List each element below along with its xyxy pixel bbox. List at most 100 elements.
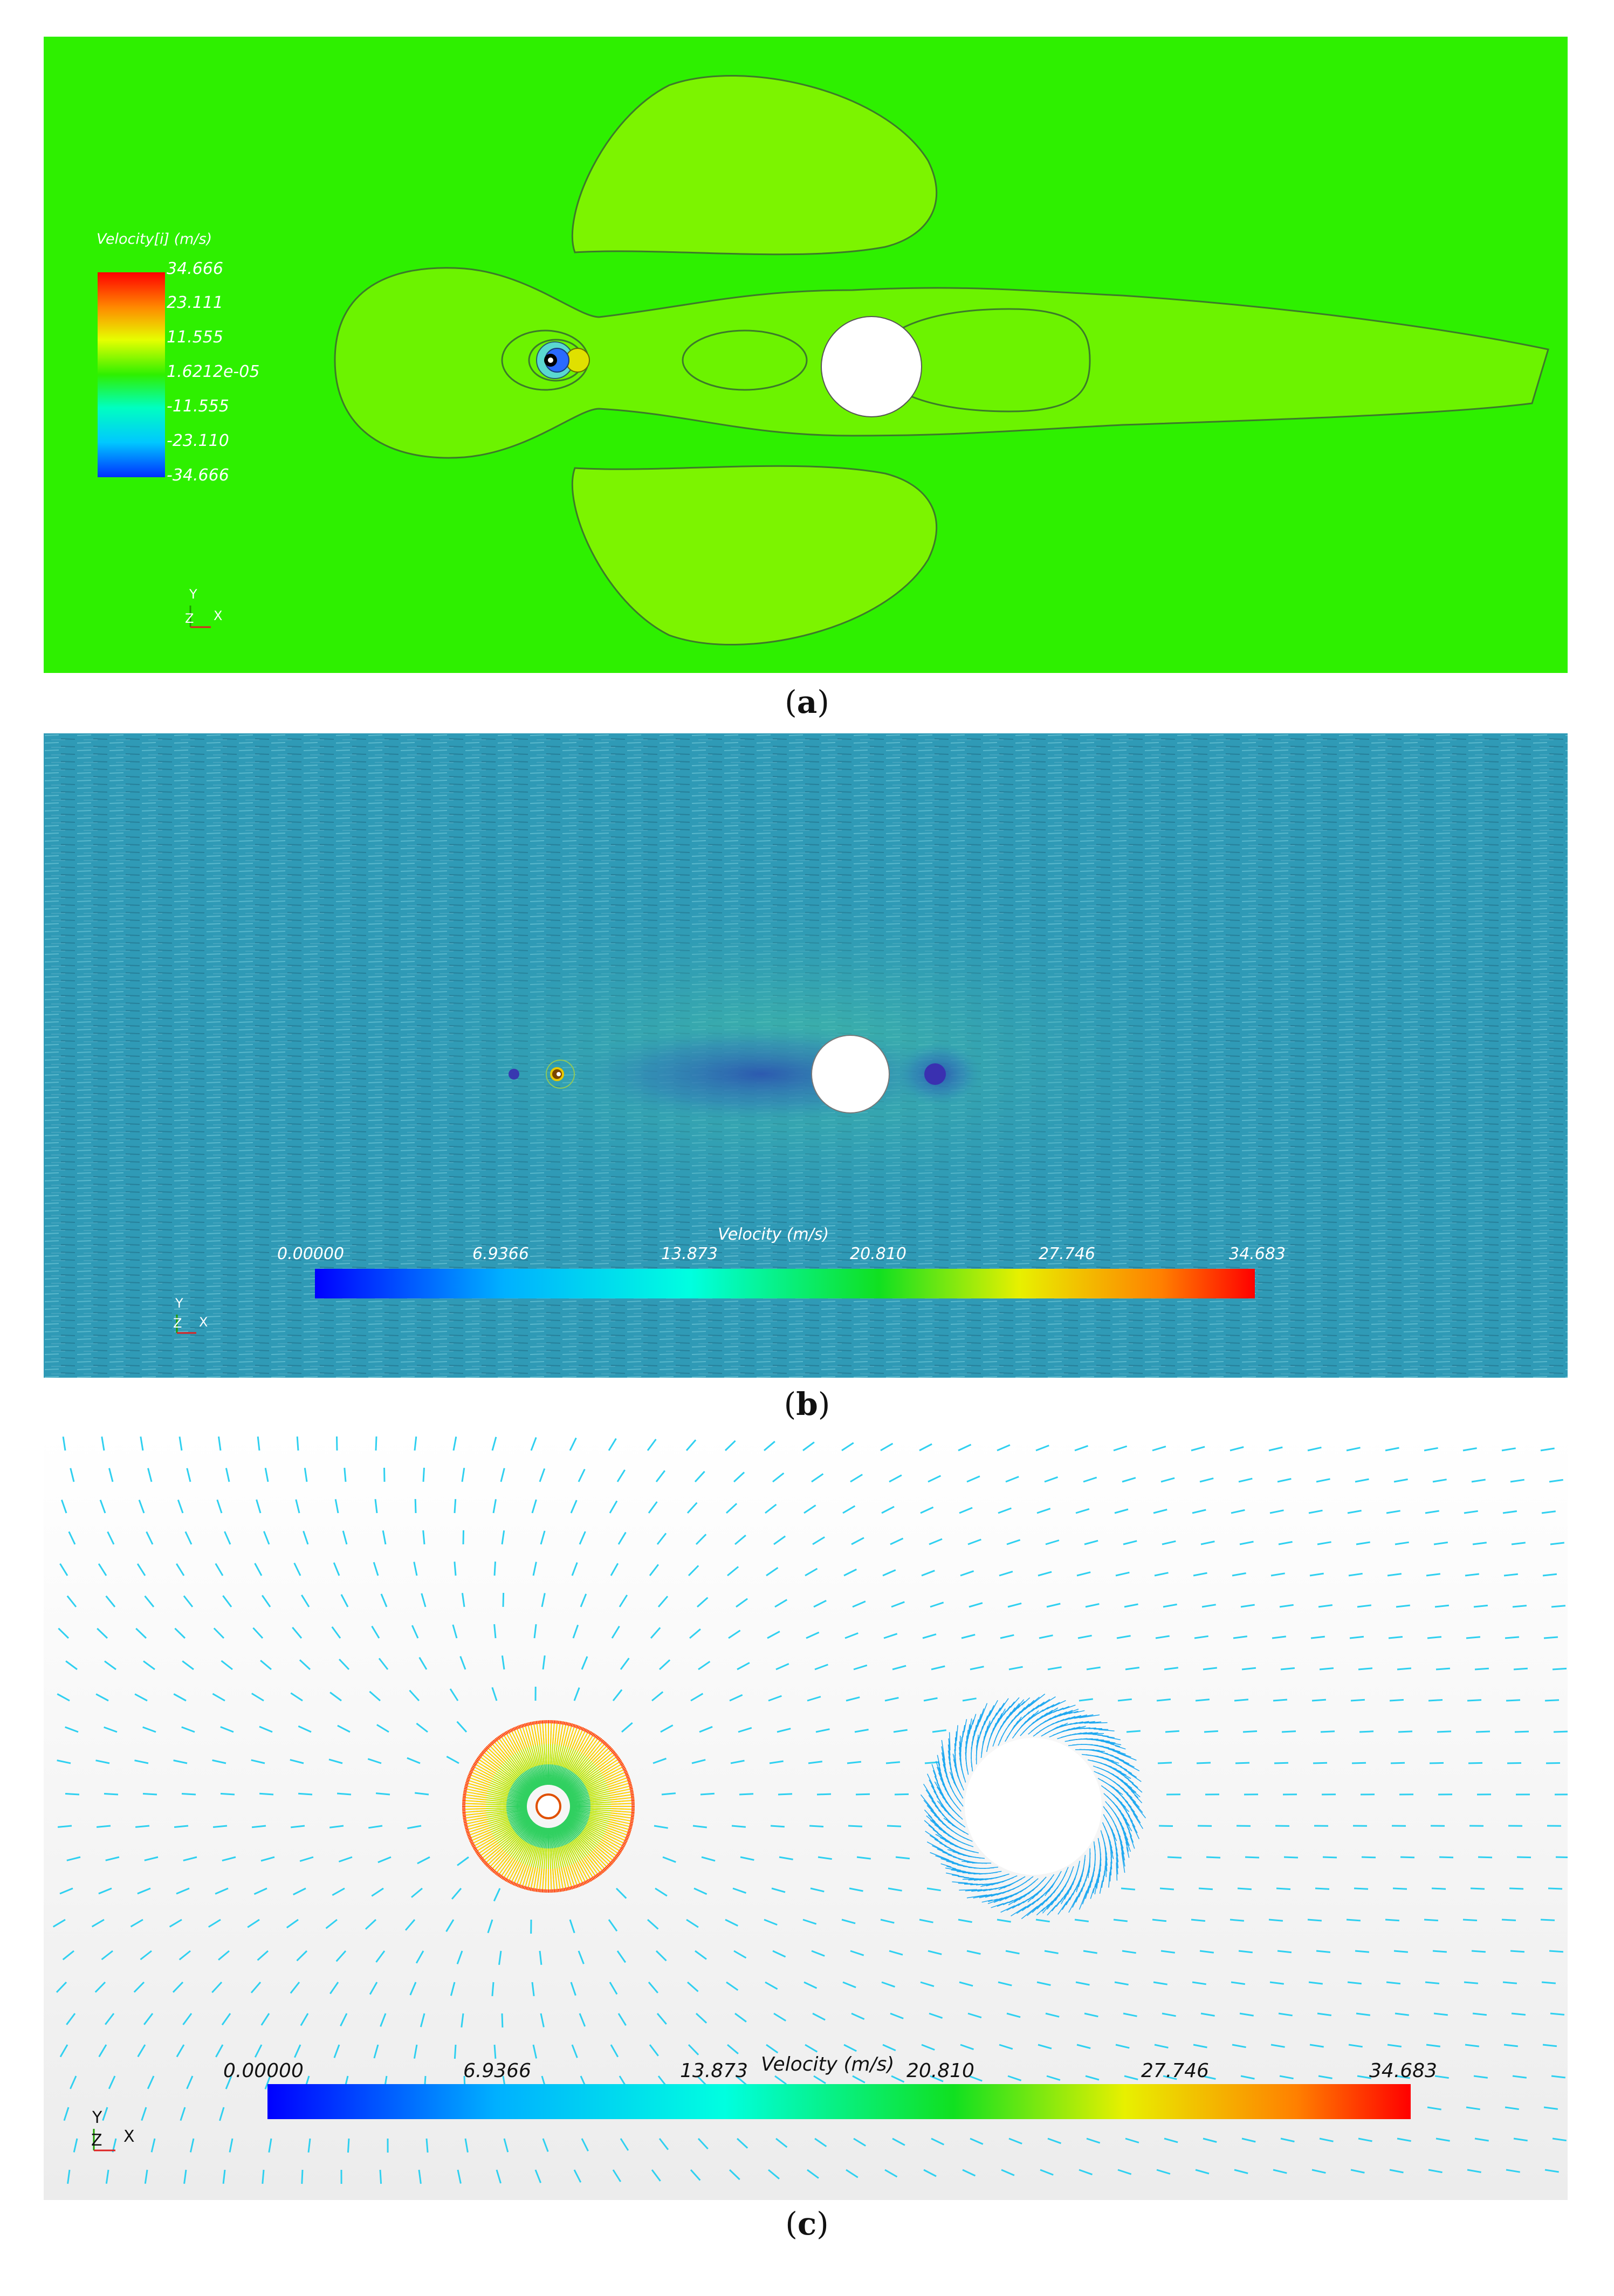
velocity-vector (298, 1792, 313, 1796)
velocity-vector (454, 1561, 457, 1576)
velocity-vector (494, 1871, 498, 1875)
velocity-vector (499, 1734, 503, 1738)
velocity-vector (373, 2044, 379, 2059)
velocity-vector (816, 1793, 832, 1796)
velocity-vector (853, 2137, 866, 2147)
velocity-vector (533, 1721, 535, 1725)
velocity-vector (215, 1887, 229, 1895)
velocity-vector (985, 1892, 1002, 1898)
y-axis-label: Y (175, 1296, 183, 1311)
velocity-vector (1159, 1887, 1175, 1891)
velocity-vector (491, 1436, 497, 1451)
velocity-vector (1016, 1903, 1031, 1914)
velocity-vector (464, 1788, 487, 1794)
velocity-vector (1005, 1476, 1019, 1483)
velocity-vector (380, 2013, 387, 2027)
velocity-vector (540, 2013, 545, 2027)
velocity-vector (1308, 1981, 1323, 1985)
velocity-vector (506, 1730, 509, 1734)
velocity-vector (1130, 1809, 1141, 1824)
velocity-vector (250, 1982, 262, 1993)
velocity-vector (463, 1795, 466, 1797)
velocity-vector (1162, 1540, 1176, 1545)
velocity-vector (1346, 1919, 1361, 1922)
velocity-vector (1130, 1836, 1135, 1849)
velocity-vector (617, 1757, 621, 1761)
velocity-vector (624, 1772, 628, 1775)
velocity-vector (493, 1871, 497, 1874)
velocity-vector (1035, 1445, 1049, 1452)
velocity-vector (1385, 1919, 1399, 1922)
velocity-vector (541, 1593, 546, 1607)
velocity-vector (503, 1877, 506, 1881)
velocity-vector (183, 2169, 187, 2184)
velocity-vector (1317, 2012, 1332, 2016)
velocity-vector (1281, 1730, 1296, 1733)
velocity-vector (301, 1594, 310, 1607)
velocity-vector (108, 1468, 114, 1482)
velocity-vector (505, 1731, 507, 1735)
velocity-vector (987, 1896, 1008, 1905)
velocity-vector (531, 1982, 535, 1996)
velocity-vector (1021, 1697, 1031, 1706)
velocity-vector (503, 1732, 506, 1736)
velocity-vector (492, 1740, 509, 1759)
velocity-vector (605, 1866, 608, 1870)
velocity-vector (189, 2138, 195, 2153)
velocity-vector (700, 1792, 715, 1796)
velocity-vector (1006, 2012, 1021, 2018)
velocity-vector (654, 1825, 668, 1829)
velocity-vector (476, 1757, 480, 1761)
velocity-vector (1502, 1510, 1517, 1514)
velocity-vector (614, 1754, 618, 1757)
velocity-vector (335, 1950, 347, 1962)
velocity-vector (517, 1726, 519, 1729)
velocity-vector (600, 1739, 603, 1742)
velocity-vector (612, 1689, 623, 1701)
velocity-vector (590, 1877, 594, 1881)
velocity-vector (486, 1864, 489, 1867)
velocity-vector (533, 1868, 538, 1892)
velocity-vector (842, 1981, 856, 1989)
velocity-vector (1191, 1446, 1205, 1452)
velocity-vector (1512, 1605, 1527, 1608)
velocity-vector (181, 1793, 196, 1796)
x-axis-label: X (123, 2127, 135, 2146)
velocity-vector (470, 1841, 473, 1844)
velocity-vector (102, 2107, 108, 2121)
velocity-vector (215, 1563, 224, 1576)
velocity-vector (695, 2012, 708, 2024)
velocity-vector (621, 1765, 625, 1768)
velocity-vector (1203, 2137, 1217, 2143)
velocity-vector (379, 2169, 382, 2184)
velocity-vector (937, 1848, 952, 1856)
velocity-vector (1075, 1887, 1083, 1903)
velocity-vector (1116, 1852, 1119, 1868)
cylinder-vector-halo (920, 1693, 1146, 1920)
velocity-vector (498, 1950, 502, 1965)
velocity-vector (1194, 1635, 1208, 1639)
velocity-vector (561, 1888, 562, 1892)
velocity-vector (979, 1703, 988, 1723)
velocity-vector (1475, 1730, 1491, 1733)
velocity-vector (656, 2013, 667, 2025)
velocity-vector (802, 1441, 815, 1452)
velocity-vector (628, 1782, 632, 1784)
velocity-vector (1059, 1708, 1079, 1717)
velocity-vector (1038, 2044, 1052, 2050)
velocity-vector (613, 1858, 616, 1861)
velocity-vector (1203, 1667, 1217, 1671)
velocity-vector (1094, 1874, 1099, 1895)
velocity-vector (931, 1764, 937, 1777)
velocity-vector (1462, 1919, 1478, 1921)
velocity-vector (490, 1742, 493, 1745)
velocity-vector (407, 1757, 421, 1764)
velocity-vector (1098, 1864, 1101, 1883)
velocity-vector (851, 2012, 865, 2020)
velocity-vector (1319, 2137, 1334, 2142)
velocity-vector (462, 1530, 464, 1545)
velocity-vector (70, 1468, 75, 1482)
velocity-vector (411, 1625, 419, 1639)
velocity-vector (568, 1887, 570, 1891)
velocity-vector (580, 1593, 587, 1607)
